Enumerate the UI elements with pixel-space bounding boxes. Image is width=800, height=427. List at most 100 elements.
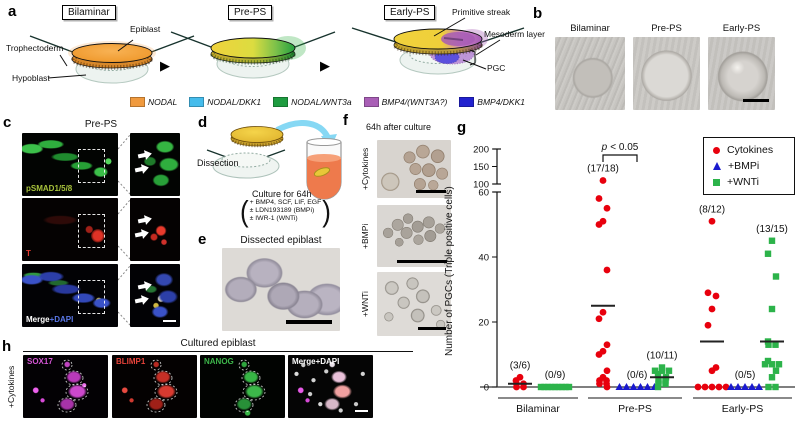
scale-bar [163,320,176,322]
legend-label: NODAL/WNT3a [291,97,352,107]
svg-text:Pre-PS: Pre-PS [618,403,652,415]
h-image-merge: Merge+DAPI [288,355,373,418]
legend-label: Cytokines [727,144,774,156]
culture-condition: ± IWR-1 (WNTi) [249,215,298,223]
f-image-cytokines [377,140,451,198]
pgc-outlines [57,359,89,413]
inset-outline [77,280,105,314]
h-image-nanog: NANOG [200,355,285,418]
dissection-label: Dissection [197,158,239,168]
label-mesoderm-layer: Mesoderm layer [484,29,545,39]
legend-item: NODAL/WNT3a [273,97,352,107]
legend-item-bmpi: +BMPi [713,160,794,172]
stage-arrow-icon: ▶ [160,58,170,73]
h-image-blimp1: BLIMP1 [112,355,197,418]
scale-bar [418,327,446,330]
embryo-earlyps [351,27,525,75]
channel-label: Merge+DAPI [292,357,340,366]
label-trophectoderm: Trophectoderm [6,43,64,53]
pgc-arrows [134,281,152,305]
stage-arrow-icon: ▶ [320,58,330,73]
svg-text:20: 20 [478,318,489,329]
scale-bar [397,260,447,263]
legend-item-wnti: +WNTi [713,176,794,188]
stage-title-earlyps: Early-PS [384,5,436,20]
svg-text:(0/9): (0/9) [545,370,566,381]
svg-text:Bilaminar: Bilaminar [516,403,560,415]
panel-e-label: e [198,231,207,248]
inset-outline [77,149,105,183]
circle-marker-icon [713,146,720,154]
legend-swatch [363,97,379,107]
c-inset-psmad [130,133,180,196]
legend-item: BMP4/(WNT3A?) [363,97,447,107]
label-epiblast: Epiblast [130,24,161,34]
legend-label: NODAL/DKK1 [207,97,262,107]
panel-f-title: 64h after culture [366,122,432,132]
channel-label: pSMAD1/5/8 [26,184,73,193]
legend-label: +WNTi [727,176,759,188]
dissection-schematic [206,120,342,200]
b-image-earlyps [708,37,775,110]
legend-item: NODAL [130,97,177,107]
f-label-wnti: +WNTi [360,291,370,317]
inset-connector [118,199,130,260]
svg-text:(3/6): (3/6) [510,360,531,371]
f-label-cytokines: +Cytokines [360,147,370,191]
label-primitive-streak: Primitive streak [452,7,511,17]
panel-c-label: c [3,114,12,131]
c-inset-t [130,198,180,261]
channel-label: T [26,249,31,258]
bracket-open: ( [240,193,249,229]
label-pgc: PGC [487,63,506,73]
svg-text:(0/6): (0/6) [627,370,648,381]
embryo-preps [170,31,336,79]
dapi-label: +DAPI [49,315,74,324]
b-image-preps [633,37,700,110]
significance-bracket [602,154,638,162]
embryo-bilaminar [29,35,195,84]
svg-text:(17/18): (17/18) [587,164,619,175]
h-image-sox17: SOX17 [23,355,108,418]
svg-text:(10/11): (10/11) [647,351,678,362]
leader-lines [47,17,501,79]
e-image [222,248,340,331]
legend-item: BMP4/DKK1 [459,97,525,107]
inset-outline [77,214,105,248]
square-marker-icon [713,178,720,186]
significance-text: p < 0.05 [601,142,639,153]
svg-text:150: 150 [473,162,489,173]
scale-bar [355,409,368,412]
inset-connector [118,134,130,195]
svg-text:Early-PS: Early-PS [722,403,763,415]
pgc-outlines [234,359,266,413]
culture-conditions: ( + BMP4, SCF, LIF, EGF ± LDN193189 (BMP… [240,193,331,229]
svg-text:100: 100 [473,180,489,191]
scale-bar [743,98,769,102]
f-image-bmpi [377,205,451,267]
y-axis [493,148,501,387]
legend-swatch [273,97,289,107]
h-row-label: +Cytokines [6,365,16,408]
legend-item: NODAL/DKK1 [189,97,261,107]
pgc-arrows [134,215,152,239]
b-title-earlyps: Early-PS [722,23,761,34]
embryo-diagrams [29,17,525,84]
f-image-wnti [377,272,451,336]
svg-text:(13/15): (13/15) [756,224,788,235]
svg-text:0: 0 [484,383,489,394]
panel-d-label: d [198,114,208,131]
bracket-close: ) [322,193,331,229]
c-image-t: T [22,198,118,261]
panel-a-label: a [8,3,17,20]
svg-text:(8/12): (8/12) [699,204,725,215]
f-label-bmpi: +BMPi [360,223,370,249]
culture-title: Culture for 64h [252,189,312,199]
pgc-outlines [146,359,178,413]
panel-f-label: f [343,112,348,129]
legend-label: BMP4/DKK1 [477,97,525,107]
culture-condition: + BMP4, SCF, LIF, EGF [249,198,322,206]
chart-legend: Cytokines +BMPi +WNTi [703,137,795,195]
